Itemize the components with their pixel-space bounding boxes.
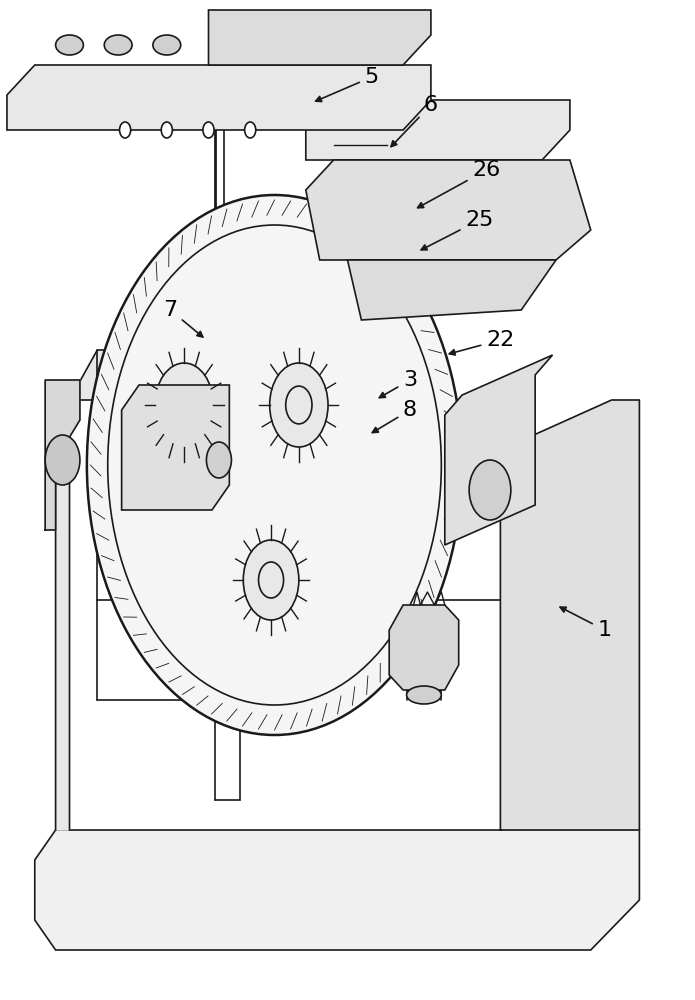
Text: 22: 22	[449, 330, 514, 355]
Text: 1: 1	[560, 607, 612, 640]
Polygon shape	[445, 355, 553, 545]
Text: 6: 6	[391, 95, 438, 147]
Text: 3: 3	[379, 370, 417, 398]
Circle shape	[161, 122, 172, 138]
Ellipse shape	[56, 35, 83, 55]
Polygon shape	[208, 10, 431, 65]
Text: 7: 7	[163, 300, 203, 337]
Polygon shape	[35, 830, 639, 950]
Text: 8: 8	[373, 400, 417, 433]
Polygon shape	[389, 605, 459, 690]
Circle shape	[206, 442, 231, 478]
Text: 26: 26	[418, 160, 500, 208]
Circle shape	[203, 122, 214, 138]
Text: 25: 25	[421, 210, 493, 250]
Polygon shape	[306, 160, 591, 260]
Circle shape	[87, 195, 462, 735]
Polygon shape	[7, 65, 431, 130]
Circle shape	[155, 363, 213, 447]
Ellipse shape	[407, 686, 441, 704]
Polygon shape	[56, 350, 174, 830]
Circle shape	[270, 363, 328, 447]
Polygon shape	[306, 100, 570, 160]
Polygon shape	[45, 380, 80, 530]
Polygon shape	[500, 400, 639, 830]
Polygon shape	[348, 260, 556, 320]
Text: 5: 5	[316, 67, 379, 102]
Circle shape	[120, 122, 131, 138]
Polygon shape	[122, 385, 229, 510]
Ellipse shape	[153, 35, 181, 55]
Ellipse shape	[104, 35, 132, 55]
Circle shape	[243, 540, 299, 620]
Circle shape	[45, 435, 80, 485]
Circle shape	[469, 460, 511, 520]
Circle shape	[245, 122, 256, 138]
